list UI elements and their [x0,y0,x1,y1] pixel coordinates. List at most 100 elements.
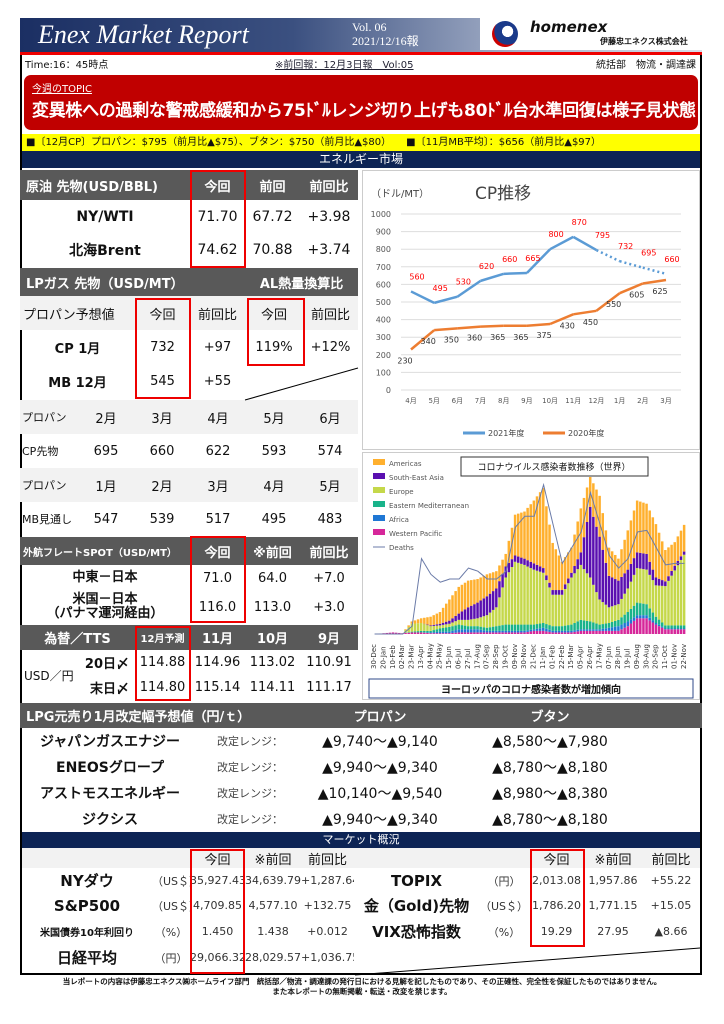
bar-segment [538,566,542,572]
table-cell [22,848,190,868]
bar-segment [654,623,658,625]
table-row: ジクシス 改定レンジ： ▲9,940～▲9,340 ▲8,780～▲8,180 [20,806,702,832]
bar-segment [651,622,655,634]
bar-segment [535,564,539,571]
value-cell: 27.95 [597,925,629,938]
crude-table: 原油 先物(USD/BBL) 今回 前回 前回比 NY/WTI 71.70 67.72 +3.… [20,170,358,266]
series-line-segment [619,282,644,295]
bar-segment [488,573,492,594]
bar-segment [617,558,620,581]
bar-segment [573,573,576,624]
bar-segment [567,625,570,631]
bar-segment [667,576,670,581]
unit: （%） [154,925,188,939]
bar-segment [601,602,604,625]
bar-segment [554,626,558,631]
previous-report-link[interactable]: ※前回報：12月3日報 Vol:05 [275,60,414,71]
bar-segment [438,625,442,629]
bar-segment [426,630,429,633]
bar-segment [485,596,489,616]
header-cell: プロパン [300,703,460,728]
bar-segment [523,564,526,625]
diagonal-divider [354,947,701,976]
mb-ticker: ■〔11月MB平均〕：$656（前月比▲$97） [406,137,602,148]
bar-segment [444,621,448,625]
market-name: 米国債券10年利回り [40,928,134,939]
bar-segment [592,622,595,630]
data-label: 530 [456,278,471,287]
chart-title: コロナウイルス感染者数推移（世界） [477,461,630,473]
unit: （%） [487,925,521,939]
x-tick-label: 1月 [614,397,625,405]
bar-segment [426,625,429,631]
bar-segment [545,506,548,576]
bar-segment [626,612,630,622]
market-name: TOPIX [390,871,443,890]
bar-segment [444,603,448,622]
data-label: 620 [479,262,494,271]
bar-segment [610,630,614,634]
header-divider [20,52,702,55]
bar-segment [598,630,601,634]
bar-segment [679,625,683,629]
bar-segment [582,497,586,538]
bar-segment [419,623,423,631]
x-tick-label: 17-Aug [473,644,481,669]
bar-segment [441,633,445,634]
bar-segment [488,632,492,634]
bar-segment [479,600,482,618]
bar-segment [479,629,482,633]
bar-segment [557,594,561,627]
disclaimer-line: また本レポートの無断掲載・転送・改変を禁じます。 [272,987,452,996]
bar-segment [670,628,673,630]
table-row: MB 12月 545 +55 [20,365,358,398]
bar-segment [520,512,523,558]
x-tick-label: 6月 [452,397,463,405]
bar-segment [654,577,658,586]
bar-segment [601,513,604,550]
bar-segment [463,619,467,626]
bar-segment [535,628,539,631]
series-line-segment [480,272,505,283]
bar-segment [429,626,432,631]
y-tick-label: 100 [376,368,391,377]
bar-segment [407,625,410,627]
bar-segment [488,627,492,631]
bar-segment [567,578,570,584]
propane-range: ▲9,940～▲9,340 [322,760,438,776]
bar-segment [623,614,626,624]
bar-segment [639,552,642,569]
bar-segment [563,588,567,626]
bar-segment [667,580,670,626]
bar-segment [466,607,470,620]
bar-segment [513,624,517,631]
bar-segment [554,630,558,633]
x-tick-label: 13-Apr [417,645,425,669]
bar-segment [554,594,558,627]
bar-segment [438,623,442,626]
bar-segment [529,561,533,569]
data-label: 365 [513,333,528,342]
bar-segment [488,612,492,628]
bar-segment [426,632,429,634]
bar-segment [660,627,664,634]
value-cell: 2,013.08 [532,874,581,887]
legend-label: 2020年度 [568,428,604,438]
bar-segment [651,517,655,570]
table-subheader: プロパン予想値 今回 前回比 今回 前回比 [20,296,359,330]
x-tick-label: 5月 [428,397,439,405]
bar-segment [451,626,454,631]
bar-segment [576,629,579,632]
bar-segment [614,630,617,634]
x-tick-label: 19-Jul [624,649,632,669]
bar-segment [438,612,442,624]
covid-chart-svg: 30-Dec 20-Jan 10-Feb 02-Mar 23-Mar 13-Apr 04-M… [368,456,694,699]
bar-segment [660,622,664,627]
value-cell: 1月 [78,468,134,502]
bar-segment [470,629,473,633]
value-cell: +15.05 [650,899,692,912]
x-tick-label: 11-Oct [661,645,669,669]
bar-segment [463,629,467,633]
bar-segment [535,624,539,629]
value-cell: 4月 [246,468,302,502]
